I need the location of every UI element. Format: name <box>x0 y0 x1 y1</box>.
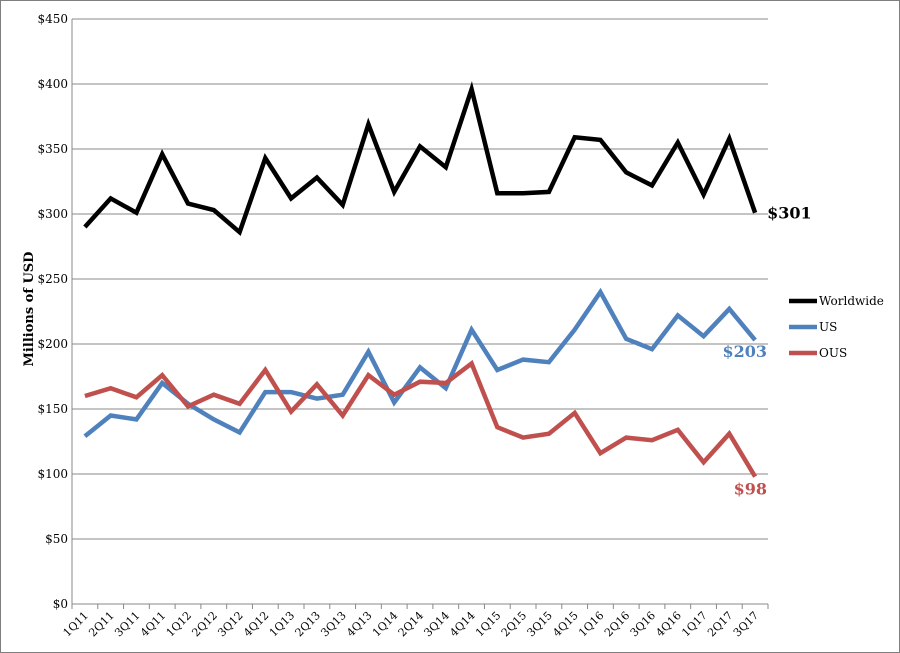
legend-label-worldwide: Worldwide <box>819 294 884 308</box>
x-tick-label: 2Q16 <box>602 609 632 639</box>
y-tick-label: $400 <box>37 77 68 91</box>
end-label-worldwide: $301 <box>767 204 812 223</box>
legend-label-us: US <box>819 320 837 334</box>
x-tick-label: 3Q15 <box>525 609 555 639</box>
x-tick-label: 2Q14 <box>396 609 426 639</box>
gridlines <box>71 18 768 605</box>
x-tick-label: 3Q17 <box>731 609 761 639</box>
x-tick-label: 2Q13 <box>293 609 323 639</box>
x-tick-label: 1Q13 <box>267 609 297 639</box>
series-line-us <box>83 287 757 439</box>
y-tick-label: $450 <box>37 12 68 26</box>
x-tick-label: 1Q17 <box>679 609 709 639</box>
series-line-worldwide <box>83 81 758 237</box>
x-tick-label: 1Q14 <box>370 609 400 639</box>
x-tick-label: 2Q11 <box>86 609 116 639</box>
legend: Worldwide US OUS <box>789 294 884 360</box>
end-label-us: $203 <box>722 342 767 361</box>
x-tick-label: 2Q12 <box>189 609 219 639</box>
y-tick-label: $250 <box>37 272 68 286</box>
x-tick-label: 4Q11 <box>138 609 168 639</box>
legend-label-ous: OUS <box>819 346 847 360</box>
x-tick-label: 3Q12 <box>215 609 245 639</box>
x-tick-label: 3Q16 <box>628 609 658 639</box>
y-tick-labels: $0 $50 $100 $150 $200 $250 $300 $350 $400 $450 <box>37 12 68 611</box>
x-tick-label: 1Q16 <box>576 609 606 639</box>
series-lines <box>83 81 758 478</box>
end-labels: $301 $203 $98 <box>722 204 811 499</box>
x-tick-labels: 1Q112Q113Q114Q111Q122Q123Q124Q121Q132Q13… <box>61 604 769 639</box>
x-tick-label: 3Q11 <box>112 609 142 639</box>
y-tick-label: $300 <box>37 207 68 221</box>
x-tick-label: 4Q12 <box>241 609 271 639</box>
y-tick-label: $350 <box>37 142 68 156</box>
x-tick-label: 2Q15 <box>499 609 529 639</box>
x-tick-label: 4Q15 <box>550 609 580 639</box>
y-tick-label: $150 <box>37 402 68 416</box>
x-tick-label: 1Q15 <box>473 609 503 639</box>
y-axis-label: Millions of USD <box>22 252 37 367</box>
y-tick-label: $50 <box>45 532 68 546</box>
x-tick-label: 1Q12 <box>164 609 194 639</box>
y-tick-label: $100 <box>37 467 68 481</box>
x-tick-label: 4Q16 <box>653 609 683 639</box>
x-tick-label: 3Q14 <box>421 609 451 639</box>
y-tick-label: $0 <box>53 597 68 611</box>
x-tick-label: 2Q17 <box>705 609 735 639</box>
end-label-ous: $98 <box>734 480 767 499</box>
x-tick-label: 3Q13 <box>318 609 348 639</box>
y-tick-label: $200 <box>37 337 68 351</box>
x-tick-label: 4Q14 <box>447 609 477 639</box>
series-line-ous <box>84 359 758 478</box>
x-tick-label: 4Q13 <box>344 609 374 639</box>
x-tick-label: 1Q11 <box>61 609 91 639</box>
